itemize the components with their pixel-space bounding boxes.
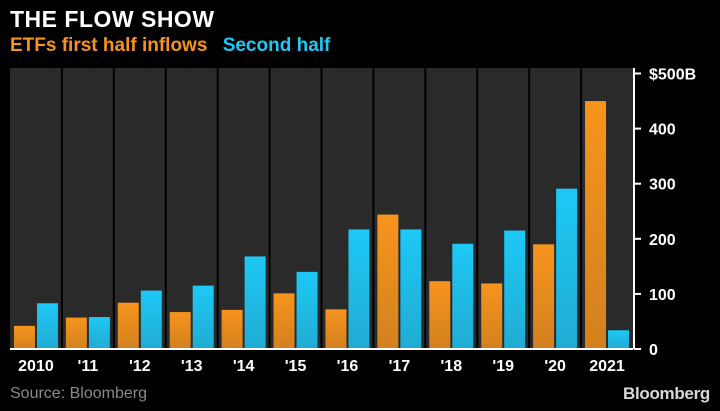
x-tick-label: '13 [181,358,203,375]
bar-second-half [192,285,214,349]
x-tick-label: '17 [389,358,411,375]
bar-second-half [244,256,266,349]
bar-first-half [481,283,503,349]
legend-first-half: ETFs first half inflows [10,35,208,56]
bar-second-half [348,229,370,349]
bar-second-half [556,188,578,349]
x-tick-label: '15 [285,358,307,375]
bar-first-half [13,325,35,349]
bar-first-half [325,309,347,349]
bar-first-half [117,302,139,349]
legend-second-half: Second half [222,35,331,56]
bar-first-half [585,101,607,349]
source-note: Source: Bloomberg [10,385,147,402]
y-tick-label: 200 [649,232,676,249]
bar-second-half [140,290,162,349]
bar-first-half [169,312,191,349]
bar-second-half [296,271,318,349]
x-tick-label: '11 [78,358,99,375]
x-tick-label: '16 [337,358,359,375]
bar-second-half [36,303,58,349]
y-tick-label: $500B [649,67,696,84]
x-tick-label: 2021 [589,358,625,375]
y-tick-label: 300 [649,177,676,194]
legend: ETFs first half inflows Second half [10,35,340,57]
x-tick-label: '12 [129,358,151,375]
bloomberg-logo: Bloomberg [622,384,710,403]
y-tick-label: 100 [649,287,676,304]
bar-first-half [221,309,243,349]
bar-first-half [429,281,451,349]
chart-title: THE FLOW SHOW [10,6,215,32]
bar-second-half [608,330,630,349]
bar-first-half [273,293,295,349]
x-tick-label: '20 [544,358,566,375]
bar-second-half [400,229,422,349]
bar-first-half [533,244,555,349]
x-tick-label: '14 [233,358,255,375]
bar-second-half [452,243,474,349]
bar-first-half [377,214,399,349]
bar-second-half [88,317,110,349]
x-tick-label: '18 [440,358,462,375]
y-tick-label: 0 [649,342,658,359]
x-tick-label: '19 [492,358,514,375]
bar-first-half [65,317,87,349]
bar-second-half [504,230,526,349]
x-tick-label: 2010 [18,358,54,375]
y-tick-label: 400 [649,122,676,139]
